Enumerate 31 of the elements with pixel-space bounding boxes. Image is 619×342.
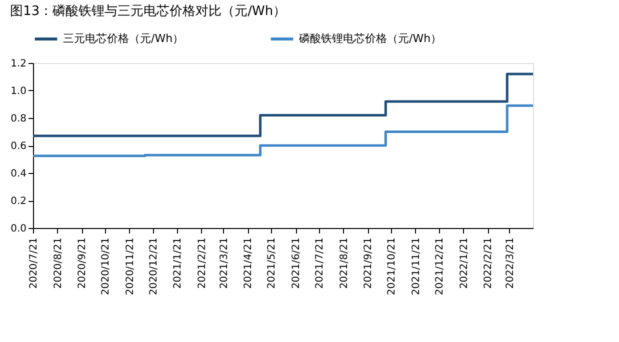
x-tick-label: 2020/8/21 bbox=[52, 238, 64, 289]
x-tick-label: 2022/2/21 bbox=[483, 238, 494, 289]
x-tick-label: 2021/5/21 bbox=[266, 238, 278, 289]
x-tick-label: 2021/9/21 bbox=[363, 238, 374, 289]
chart-title: 图13：磷酸铁锂与三元电芯价格对比（元/Wh） bbox=[10, 4, 286, 19]
x-tick-label: 2020/7/21 bbox=[28, 238, 40, 289]
x-tick-label: 2020/9/21 bbox=[77, 238, 88, 289]
legend-label: 三元电芯价格（元/Wh） bbox=[63, 32, 184, 45]
x-tick-label: 2022/3/21 bbox=[504, 238, 516, 289]
x-tick-label: 2020/12/21 bbox=[148, 238, 160, 296]
x-tick-label: 2020/11/21 bbox=[124, 238, 136, 296]
x-tick-label: 2021/2/21 bbox=[196, 238, 208, 289]
y-tick-label: 0.0 bbox=[10, 224, 26, 234]
y-tick-label: 1.0 bbox=[10, 86, 26, 97]
legend-label: 磷酸铁锂电芯价格（元/Wh） bbox=[298, 32, 442, 45]
y-tick-label: 0.6 bbox=[10, 141, 26, 152]
x-tick-label: 2021/12/21 bbox=[434, 238, 446, 296]
y-tick-label: 0.4 bbox=[10, 168, 26, 180]
x-tick-label: 2021/11/21 bbox=[410, 238, 422, 296]
x-tick-label: 2021/7/21 bbox=[314, 238, 326, 289]
x-tick-label: 2021/10/21 bbox=[386, 238, 398, 296]
x-tick-label: 2021/6/21 bbox=[291, 238, 302, 289]
x-tick-label: 2020/10/21 bbox=[100, 238, 112, 296]
x-tick-label: 2021/1/21 bbox=[172, 238, 184, 289]
y-tick-label: 1.2 bbox=[10, 58, 26, 70]
x-tick-label: 2021/3/21 bbox=[218, 238, 230, 289]
y-tick-label: 0.2 bbox=[10, 196, 26, 207]
x-tick-label: 2022/1/21 bbox=[458, 238, 470, 289]
x-tick-label: 2021/8/21 bbox=[338, 238, 350, 289]
y-tick-label: 0.8 bbox=[10, 114, 26, 124]
x-tick-label: 2021/4/21 bbox=[243, 238, 254, 289]
